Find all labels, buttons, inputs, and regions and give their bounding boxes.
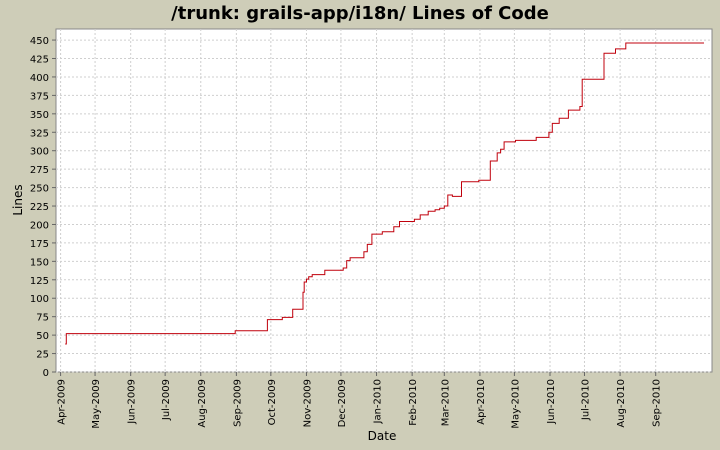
y-tick-label: 100 [30,294,49,305]
x-tick-label: Jul-2010 [580,379,591,421]
series-layer [65,42,704,345]
x-tick-label: Jun-2010 [546,379,557,425]
x-tick-label: Aug-2009 [197,379,208,428]
x-tick-label: May-2010 [510,379,521,429]
y-tick-label: 200 [30,220,49,231]
y-axis-label: Lines [11,184,25,215]
y-tick-label: 275 [30,165,49,176]
y-tick-label: 0 [43,368,49,379]
y-tick-label: 350 [30,110,49,121]
x-tick-label: Dec-2009 [337,379,348,427]
y-tick-label: 25 [36,350,49,361]
x-tick-label: Oct-2009 [267,379,278,425]
y-tick-label: 175 [30,239,49,250]
chart-title: /trunk: grails-app/i18n/ Lines of Code [171,3,549,24]
x-tick-label: Jun-2009 [127,379,138,425]
x-tick-label: Sep-2009 [232,379,243,427]
x-tick-label: Jan-2010 [373,379,384,424]
x-tick-label: Jul-2009 [161,379,172,421]
series-line [65,42,704,345]
y-tick-label: 425 [30,55,49,66]
x-tick-label: Aug-2010 [616,379,627,428]
x-tick-label: May-2009 [91,379,102,429]
x-tick-label: Apr-2010 [476,379,487,425]
y-tick-label: 75 [36,313,49,324]
x-tick-label: Mar-2010 [440,379,451,426]
x-tick-label: Nov-2009 [302,379,313,427]
y-tick-label: 125 [30,276,49,287]
y-axis: 0 25 50 75 100 125 150 175 200 225 250 275 300 325 350… [30,36,56,379]
x-axis-label: Date [368,429,397,443]
y-tick-label: 375 [30,91,49,102]
y-tick-label: 300 [30,147,49,158]
x-tick-label: Apr-2009 [57,379,68,425]
y-tick-label: 400 [30,73,49,84]
grid-lines [56,29,712,373]
y-tick-label: 250 [30,184,49,195]
x-tick-label: Sep-2010 [652,379,663,427]
y-tick-label: 150 [30,257,49,268]
y-tick-label: 325 [30,128,49,139]
x-axis: Apr-2009 May-2009 Jun-2009 Jul-2009 Aug-2009… [57,372,663,429]
y-tick-label: 225 [30,202,49,213]
y-tick-label: 450 [30,36,49,47]
plot-area [55,28,713,373]
y-tick-label: 50 [36,331,49,342]
x-tick-label: Feb-2010 [408,379,419,426]
